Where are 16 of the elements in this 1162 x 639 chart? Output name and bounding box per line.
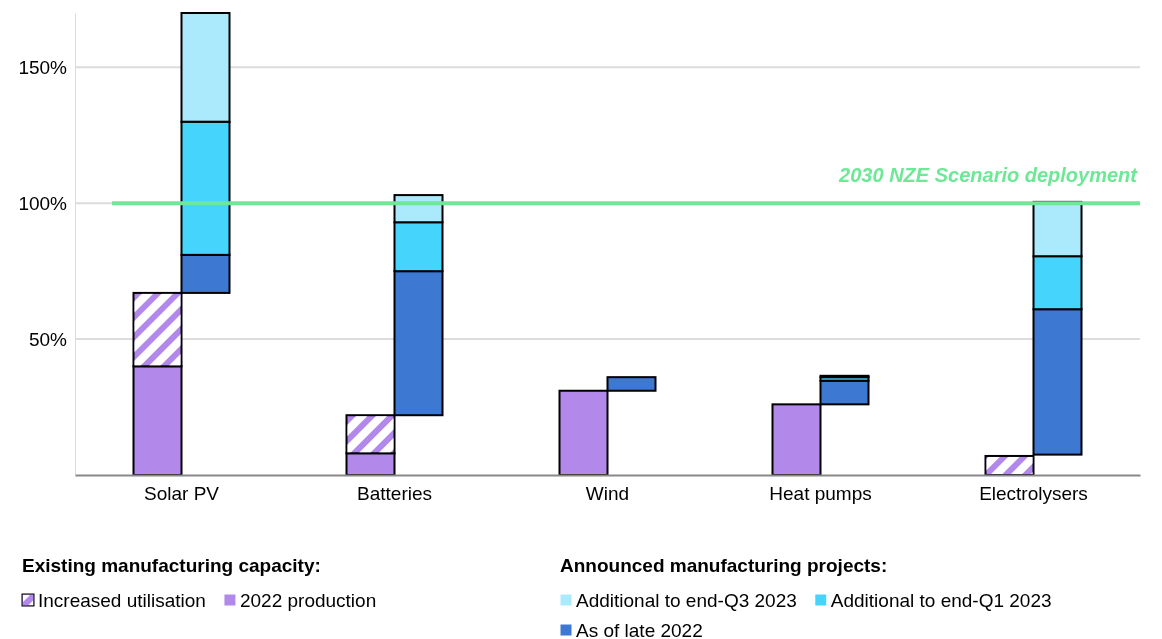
- x-tick-label: Solar PV: [144, 483, 220, 505]
- y-tick-label: 150%: [18, 56, 68, 78]
- y-tick-label: 50%: [28, 328, 68, 350]
- legend-label: Increased utilisation: [38, 590, 206, 611]
- x-tick-label: Wind: [585, 483, 630, 505]
- x-tick-label: Batteries: [357, 483, 432, 505]
- legend-label: Additional to end-Q3 2023: [576, 590, 797, 611]
- ref-line-label: 2030 NZE Scenario deployment: [838, 164, 1139, 187]
- legend-label: As of late 2022: [576, 620, 703, 639]
- x-tick-label: Electrolysers: [979, 483, 1088, 505]
- x-tick-label: Heat pumps: [769, 483, 872, 505]
- legend-label: Additional to end-Q1 2023: [830, 590, 1052, 611]
- text: Announced manufacturing projects:: [560, 555, 888, 576]
- text: Existing manufacturing capacity:: [22, 555, 321, 576]
- legend-label: 2022 production: [239, 590, 377, 611]
- y-tick-label: 100%: [18, 192, 68, 214]
